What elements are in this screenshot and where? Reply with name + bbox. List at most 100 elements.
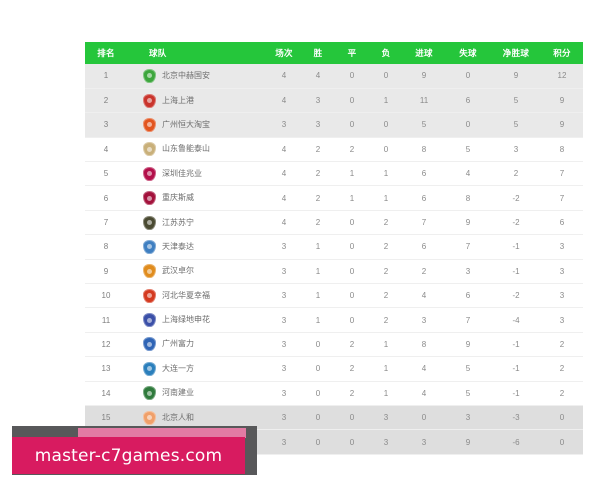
cell-won: 0 xyxy=(315,437,321,447)
cell-goal-diff: -2 xyxy=(512,218,520,228)
team-crest-icon xyxy=(143,117,156,132)
cell-team[interactable]: 深圳佳兆业 xyxy=(127,162,267,186)
cell-goals-against: 5 xyxy=(465,388,471,398)
cell-team[interactable]: 广州恒大淘宝 xyxy=(127,113,267,137)
cell-played: 3 xyxy=(281,437,287,447)
cell-goals-for: 3 xyxy=(421,315,427,325)
cell-played: 3 xyxy=(281,242,287,252)
table-row[interactable]: 8 天津泰达 3 1 0 2 6 7 -1 3 xyxy=(85,234,583,260)
cell-rank: 2 xyxy=(103,96,109,106)
cell-rank: 8 xyxy=(103,242,109,252)
cell-drawn: 0 xyxy=(349,218,355,228)
cell-goals-for: 5 xyxy=(421,120,427,130)
cell-team[interactable]: 河北华夏幸福 xyxy=(127,284,267,308)
table-row[interactable]: 11 上海绿地申花 3 1 0 2 3 7 -4 3 xyxy=(85,307,583,333)
watermark-strip xyxy=(78,428,246,438)
cell-lost: 1 xyxy=(383,96,389,106)
cell-goals-against: 4 xyxy=(465,169,471,179)
watermark-text: master-c7games.com xyxy=(34,445,223,466)
cell-team[interactable]: 武汉卓尔 xyxy=(127,259,267,283)
cell-lost: 1 xyxy=(383,169,389,179)
cell-goals-against: 6 xyxy=(465,96,471,106)
cell-goals-against: 5 xyxy=(465,144,471,154)
table-row[interactable]: 10 河北华夏幸福 3 1 0 2 4 6 -2 3 xyxy=(85,283,583,308)
column-header-lost[interactable]: 负 xyxy=(381,48,391,58)
table-row[interactable]: 6 重庆斯威 4 2 1 1 6 8 -2 7 xyxy=(85,185,583,211)
table-row[interactable]: 7 江苏苏宁 4 2 0 2 7 9 -2 6 xyxy=(85,210,583,235)
standings-table-container: 排名 球队 场次 胜 平 负 进球 失球 净胜球 积分 1 北京中赫国安 4 4 0 0 9… xyxy=(85,42,583,455)
cell-team[interactable]: 河南建业 xyxy=(127,381,267,405)
team-name-label: 武汉卓尔 xyxy=(162,266,194,276)
cell-won: 0 xyxy=(315,388,321,398)
cell-won: 2 xyxy=(315,169,321,179)
cell-team[interactable]: 江苏苏宁 xyxy=(127,210,267,234)
column-header-drawn[interactable]: 平 xyxy=(347,48,357,58)
team-name-label: 江苏苏宁 xyxy=(162,217,194,227)
cell-team[interactable]: 上海绿地申花 xyxy=(127,308,267,332)
cell-points: 2 xyxy=(559,388,565,398)
cell-points: 3 xyxy=(559,266,565,276)
column-header-goals-against[interactable]: 失球 xyxy=(459,48,477,58)
cell-team[interactable]: 上海上港 xyxy=(127,88,267,112)
cell-drawn: 0 xyxy=(349,242,355,252)
column-header-won[interactable]: 胜 xyxy=(313,48,323,58)
team-crest-icon xyxy=(143,142,156,157)
table-row[interactable]: 1 北京中赫国安 4 4 0 0 9 0 9 12 xyxy=(85,64,583,89)
cell-drawn: 0 xyxy=(349,315,355,325)
column-header-played[interactable]: 场次 xyxy=(275,48,293,58)
table-row[interactable]: 14 河南建业 3 0 2 1 4 5 -1 2 xyxy=(85,381,583,406)
cell-team[interactable]: 重庆斯威 xyxy=(127,186,267,210)
cell-goals-against: 3 xyxy=(465,413,471,423)
cell-drawn: 2 xyxy=(349,364,355,374)
cell-lost: 2 xyxy=(383,266,389,276)
cell-lost: 1 xyxy=(383,364,389,374)
cell-team[interactable]: 北京人和 xyxy=(127,405,267,429)
table-row[interactable]: 12 广州富力 3 0 2 1 8 9 -1 2 xyxy=(85,332,583,357)
cell-team[interactable]: 天津泰达 xyxy=(127,235,267,259)
cell-played: 3 xyxy=(281,388,287,398)
cell-played: 4 xyxy=(281,96,287,106)
cell-lost: 1 xyxy=(383,193,389,203)
column-header-team[interactable]: 球队 xyxy=(149,48,167,58)
cell-rank: 11 xyxy=(101,315,111,325)
cell-lost: 0 xyxy=(383,120,389,130)
table-row[interactable]: 9 武汉卓尔 3 1 0 2 2 3 -1 3 xyxy=(85,259,583,284)
column-header-points[interactable]: 积分 xyxy=(553,48,571,58)
cell-won: 1 xyxy=(315,242,321,252)
cell-lost: 3 xyxy=(383,437,389,447)
cell-team[interactable]: 北京中赫国安 xyxy=(127,64,267,88)
team-crest-icon xyxy=(143,337,156,352)
cell-rank: 15 xyxy=(101,413,111,423)
table-row[interactable]: 2 上海上港 4 3 0 1 11 6 5 9 xyxy=(85,88,583,113)
cell-drawn: 2 xyxy=(349,339,355,349)
team-name-label: 河北华夏幸福 xyxy=(162,290,210,300)
cell-points: 7 xyxy=(559,169,565,179)
team-name-label: 深圳佳兆业 xyxy=(162,168,202,178)
cell-goals-for: 6 xyxy=(421,242,427,252)
cell-points: 8 xyxy=(559,144,565,154)
cell-goals-against: 8 xyxy=(465,193,471,203)
team-name-label: 北京人和 xyxy=(162,412,194,422)
cell-played: 3 xyxy=(281,339,287,349)
cell-played: 3 xyxy=(281,120,287,130)
table-row[interactable]: 5 深圳佳兆业 4 2 1 1 6 4 2 7 xyxy=(85,161,583,186)
cell-rank: 13 xyxy=(101,364,111,374)
cell-goal-diff: -1 xyxy=(512,242,520,252)
column-header-rank[interactable]: 排名 xyxy=(97,48,115,58)
table-row[interactable]: 13 大连一方 3 0 2 1 4 5 -1 2 xyxy=(85,356,583,382)
table-row[interactable]: 3 广州恒大淘宝 3 3 0 0 5 0 5 9 xyxy=(85,112,583,138)
table-row[interactable]: 4 山东鲁能泰山 4 2 2 0 8 5 3 8 xyxy=(85,137,583,162)
cell-lost: 2 xyxy=(383,291,389,301)
cell-points: 2 xyxy=(559,339,565,349)
cell-team[interactable]: 山东鲁能泰山 xyxy=(127,137,267,161)
cell-goal-diff: -2 xyxy=(512,291,520,301)
cell-won: 3 xyxy=(315,96,321,106)
cell-won: 0 xyxy=(315,413,321,423)
cell-team[interactable]: 广州富力 xyxy=(127,332,267,356)
cell-won: 2 xyxy=(315,193,321,203)
column-header-goal-diff[interactable]: 净胜球 xyxy=(502,48,530,58)
table-row[interactable]: 15 北京人和 3 0 0 3 0 3 -3 0 xyxy=(85,405,583,430)
team-crest-icon xyxy=(143,313,156,328)
column-header-goals-for[interactable]: 进球 xyxy=(415,48,433,58)
cell-team[interactable]: 大连一方 xyxy=(127,357,267,381)
